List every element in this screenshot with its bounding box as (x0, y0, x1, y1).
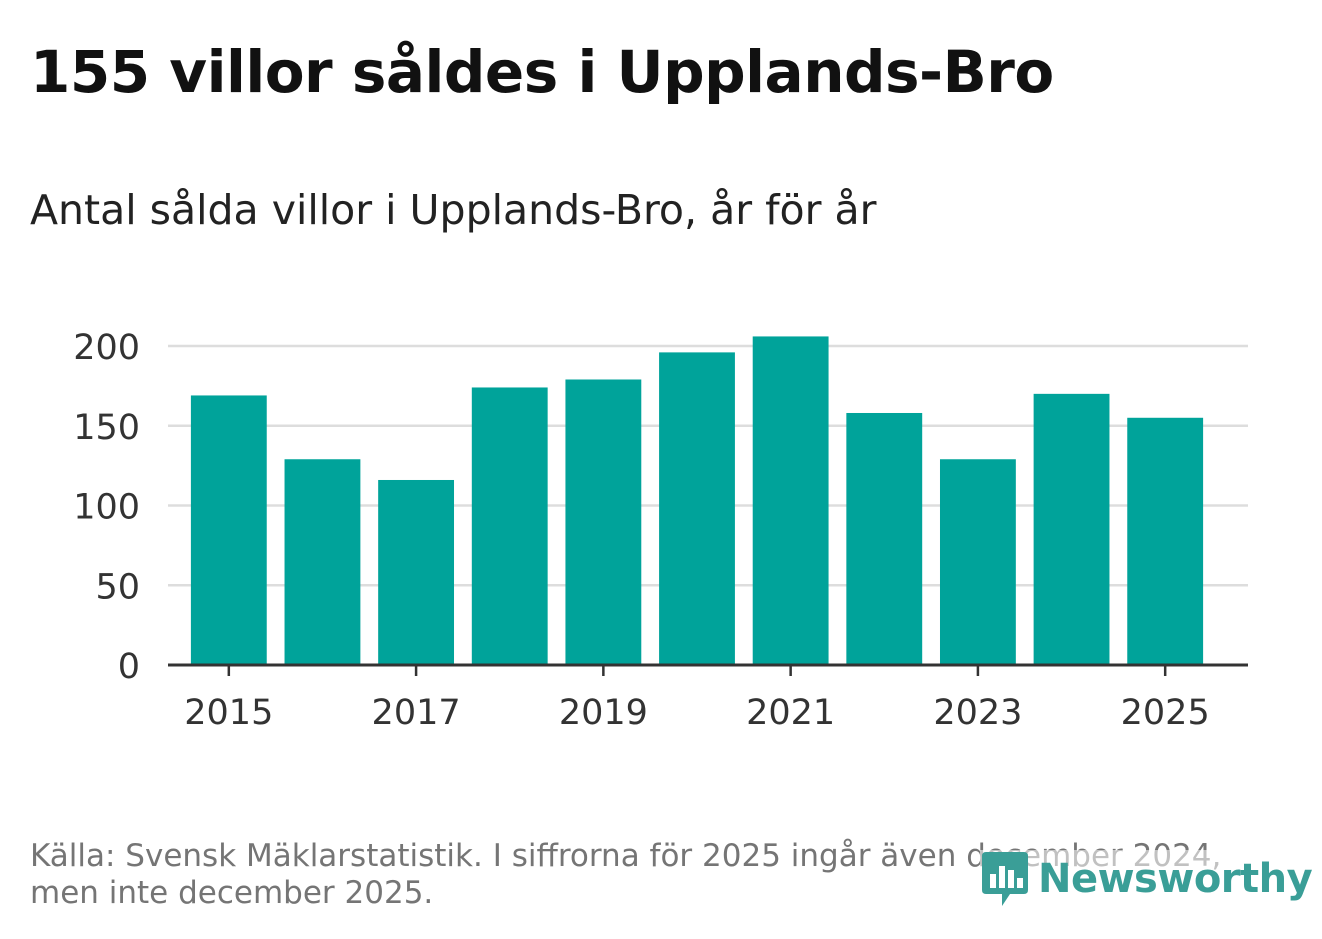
bar-2024 (1033, 393, 1110, 665)
x-tick-label-2025: 2025 (1121, 693, 1210, 733)
page-title: 155 villor såldes i Upplands-Bro (30, 38, 1054, 106)
bar-2022 (846, 412, 923, 665)
x-tick-label-2017: 2017 (372, 693, 461, 733)
chart-subtitle: Antal sålda villor i Upplands-Bro, år fö… (30, 186, 877, 234)
bar-2016 (284, 459, 361, 665)
newsworthy-logo: Newsworthy (980, 850, 1313, 908)
bar-2019 (565, 379, 642, 665)
source-note-line-2: men inte december 2025. (30, 875, 434, 911)
y-tick-label-200: 200 (73, 328, 140, 368)
y-tick-label-0: 0 (118, 647, 140, 687)
bar-2018 (471, 387, 548, 665)
bar-2021 (752, 336, 829, 665)
y-tick-label-100: 100 (73, 488, 140, 528)
x-tick-label-2021: 2021 (746, 693, 835, 733)
y-tick-label-150: 150 (73, 408, 140, 448)
logo-text: Newsworthy (1038, 856, 1313, 902)
x-tick-label-2019: 2019 (559, 693, 648, 733)
newsworthy-logo-icon (982, 852, 1028, 906)
x-tick-label-2023: 2023 (933, 693, 1022, 733)
bar-2023 (939, 459, 1016, 665)
bar-2020 (659, 352, 735, 665)
x-tick-label-2015: 2015 (184, 693, 273, 733)
bar-2017 (378, 479, 455, 665)
bar-2015 (190, 395, 267, 665)
y-tick-label-50: 50 (95, 567, 140, 607)
bar-2025 (1127, 417, 1204, 665)
